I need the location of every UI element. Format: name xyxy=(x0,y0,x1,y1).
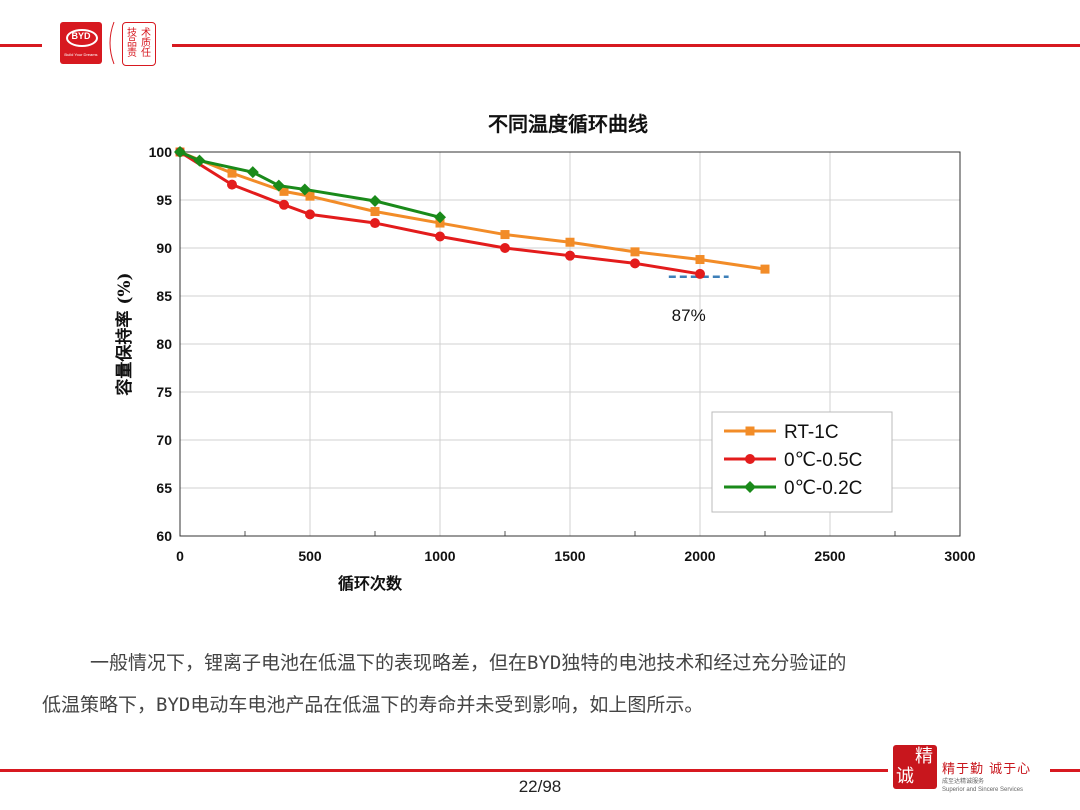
series-line-0 xyxy=(179,150,766,271)
seal-char: 责 xyxy=(127,48,137,59)
y-tick-label: 80 xyxy=(156,336,172,352)
data-point xyxy=(630,247,640,257)
data-point xyxy=(565,237,575,247)
seal-char: 诚 xyxy=(896,766,914,787)
body-text-line-1: 一般情况下，锂离子电池在低温下的表现略差，但在BYD独特的电池技术和经过充分验证… xyxy=(90,652,847,674)
y-tick-label: 85 xyxy=(156,288,172,304)
y-tick-label: 65 xyxy=(156,480,172,496)
x-tick-label: 2000 xyxy=(684,548,715,564)
data-point xyxy=(193,154,206,167)
data-point xyxy=(565,250,575,261)
byd-logo-subtext: Build Your Dreams xyxy=(64,52,98,57)
logo-divider-curve xyxy=(109,21,115,65)
data-point xyxy=(760,264,770,274)
data-point xyxy=(369,194,381,207)
data-point xyxy=(500,230,510,240)
legend-label: RT-1C xyxy=(784,422,839,443)
footer-rule-left xyxy=(0,769,888,772)
x-tick-label: 2500 xyxy=(814,548,845,564)
x-tick-label: 0 xyxy=(176,548,184,564)
y-tick-label: 95 xyxy=(156,192,172,208)
quality-seal: 技 术 品 质 责 任 xyxy=(122,22,156,66)
data-point xyxy=(227,168,237,178)
data-point xyxy=(279,186,289,196)
slogan-cn: 成至达精诚服务 xyxy=(942,779,985,785)
slogan-subtext: 成至达精诚服务 Superior and Sincere Services xyxy=(942,778,1023,794)
data-point xyxy=(279,199,289,210)
data-point xyxy=(246,166,259,179)
data-point xyxy=(272,179,285,192)
reference-label: 87% xyxy=(672,306,706,325)
seal-char: 精 xyxy=(915,746,933,767)
y-tick-label: 60 xyxy=(156,528,172,544)
x-tick-label: 1500 xyxy=(554,548,585,564)
data-point xyxy=(370,207,380,217)
footer-rule-right xyxy=(1050,769,1080,772)
chart-title: 不同温度循环曲线 xyxy=(488,112,648,136)
legend-label: 0℃-0.5C xyxy=(784,450,862,471)
x-tick-label: 3000 xyxy=(944,548,975,564)
seal-char: 品 xyxy=(127,38,137,49)
byd-logo-text: BYD xyxy=(71,31,91,41)
x-tick-label: 500 xyxy=(298,548,322,564)
slogan-en: Superior and Sincere Services xyxy=(942,787,1024,793)
seal-char: 任 xyxy=(141,48,151,59)
seal-char: 术 xyxy=(141,28,151,39)
cycle-curve-chart: 0 500 1000 1500 2000 2500 3000 60 65 70 75 80 85 90 95… xyxy=(114,144,976,593)
data-point xyxy=(695,255,705,265)
y-tick-label: 100 xyxy=(149,144,173,160)
data-point xyxy=(500,243,510,253)
plot-frame xyxy=(179,151,961,537)
y-tick-label: 70 xyxy=(156,432,172,448)
legend-marker xyxy=(745,426,755,436)
data-point xyxy=(370,218,380,229)
legend-box xyxy=(711,411,893,513)
data-point xyxy=(434,211,446,224)
data-point xyxy=(305,209,315,220)
x-axis-label: 循环次数 xyxy=(338,574,403,593)
seal-char: 质 xyxy=(141,38,151,49)
page-number: 22/98 xyxy=(518,777,562,796)
header-rule-left xyxy=(0,44,42,47)
y-tick-label: 90 xyxy=(156,240,172,256)
x-tick-label: 1000 xyxy=(424,548,455,564)
legend-marker xyxy=(745,454,755,464)
body-text-line-2: 低温策略下，BYD电动车电池产品在低温下的寿命并未受到影响，如上图所示。 xyxy=(42,694,704,716)
data-point xyxy=(298,183,311,196)
jingcheng-seal: 精 诚 xyxy=(893,745,937,789)
y-tick-label: 75 xyxy=(156,384,172,400)
byd-logo: BYD Build Your Dreams xyxy=(60,22,102,64)
legend-label: 0℃-0.2C xyxy=(784,478,862,499)
series-line-1 xyxy=(179,150,701,276)
data-point xyxy=(227,179,237,190)
legend-marker xyxy=(744,481,756,493)
data-point xyxy=(695,268,705,279)
header-rule-right xyxy=(172,44,1080,47)
data-point xyxy=(630,258,640,269)
seal-char: 技 xyxy=(127,28,137,39)
data-point xyxy=(305,191,315,201)
data-point xyxy=(435,231,445,242)
y-axis-label: 容量保持率 (%) xyxy=(114,272,135,395)
data-point xyxy=(174,146,186,158)
slogan: 精于勤 诚于心 xyxy=(942,762,1032,777)
